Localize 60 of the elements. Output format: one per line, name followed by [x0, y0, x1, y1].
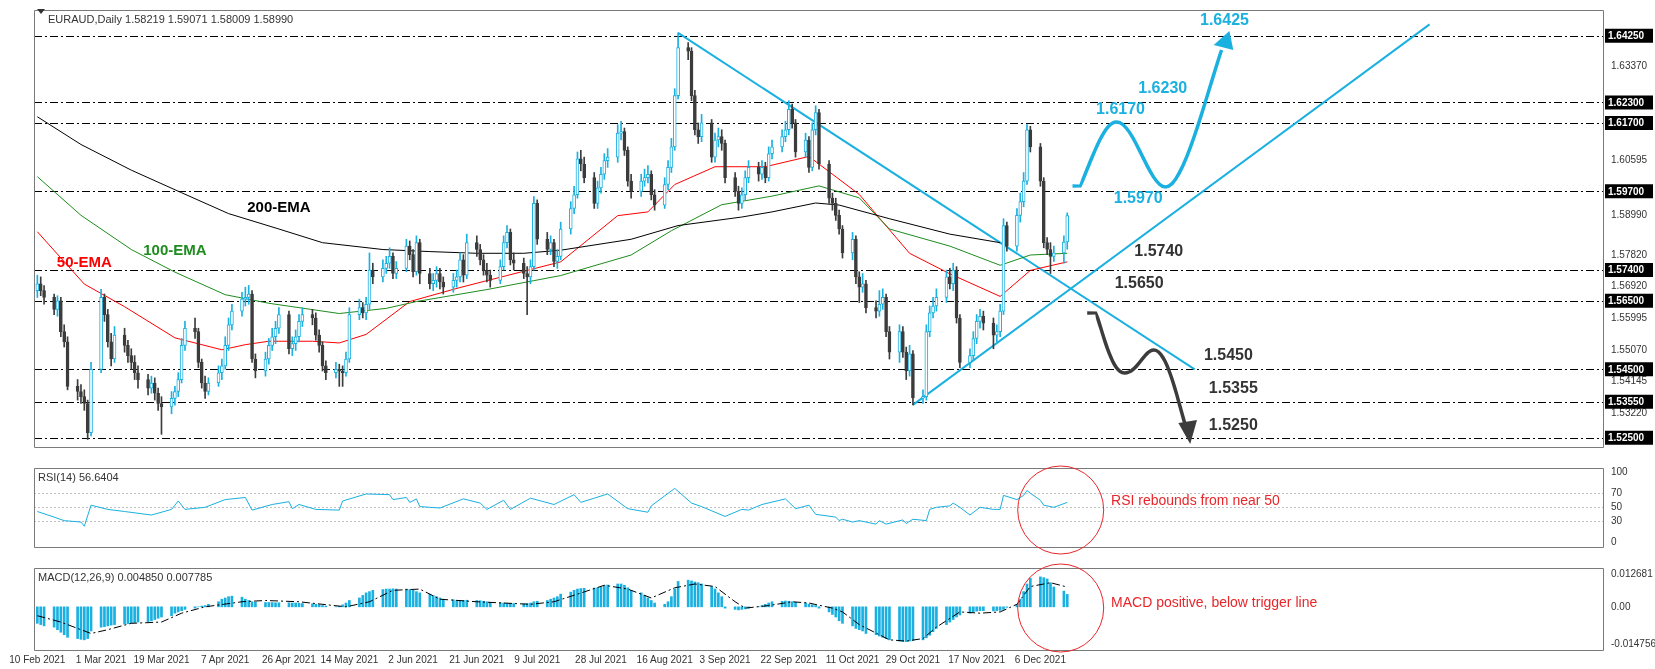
x-tick-label: 10 Feb 2021: [9, 653, 66, 665]
x-tick-label: 2 Jun 2021: [388, 653, 439, 665]
y-tick-label: 1.54145: [1611, 375, 1648, 387]
y-tick-label: 0: [1611, 536, 1617, 548]
annotation: MACD positive, below trigger line: [1111, 593, 1318, 610]
x-tick-label: 1 Mar 2021: [75, 653, 127, 665]
y-tick-label: 0.012681: [1611, 568, 1654, 580]
series-label: 100-EMA: [143, 240, 207, 258]
x-tick-label: 19 Mar 2021: [133, 653, 190, 665]
y-tick-label: 1.60595: [1611, 154, 1648, 166]
y-tick-label: -0.014756: [1611, 638, 1655, 650]
annotation: 1.5740: [1134, 242, 1184, 260]
x-tick-label: 21 Jun 2021: [449, 653, 505, 665]
y-tick-label: 50: [1611, 501, 1623, 513]
x-tick-label: 16 Aug 2021: [636, 653, 694, 665]
ref-line-label: 1.64250: [1608, 29, 1645, 41]
chart-title: MACD(12,26,9) 0.004850 0.007785: [38, 570, 213, 583]
x-tick-label: 28 Jul 2021: [575, 653, 628, 665]
x-tick-label: 3 Sep 2021: [699, 653, 752, 665]
x-tick-label: 22 Sep 2021: [760, 653, 818, 665]
annotation: 1.5650: [1114, 274, 1164, 292]
series-label: 50-EMA: [56, 252, 112, 270]
y-tick-label: 1.56920: [1611, 280, 1648, 292]
x-tick-label: 29 Oct 2021: [885, 653, 941, 665]
x-tick-label: 14 May 2021: [320, 653, 379, 665]
y-tick-label: 1.55070: [1611, 343, 1648, 355]
y-tick-label: 70: [1611, 487, 1623, 499]
x-tick-label: 11 Oct 2021: [825, 653, 880, 665]
ref-line-label: 1.54500: [1608, 363, 1645, 375]
y-tick-label: 0.00: [1611, 600, 1631, 612]
ref-line-label: 1.52500: [1608, 431, 1645, 443]
ref-line-label: 1.61700: [1608, 117, 1645, 129]
ref-line-label: 1.53550: [1608, 396, 1645, 408]
annotation: RSI rebounds from near 50: [1111, 492, 1281, 509]
annotation: 1.6170: [1096, 100, 1146, 118]
x-tick-label: 6 Dec 2021: [1014, 653, 1067, 665]
y-tick-label: 1.58990: [1611, 209, 1648, 221]
x-tick-label: 7 Apr 2021: [201, 653, 250, 665]
x-tick-label: 17 Nov 2021: [948, 653, 1006, 665]
annotation: 1.5355: [1208, 379, 1258, 397]
series-label: 200-EMA: [247, 197, 311, 215]
y-tick-label: 100: [1611, 465, 1629, 477]
ref-line-label: 1.57400: [1608, 264, 1645, 276]
annotation: 1.5970: [1113, 189, 1163, 207]
annotation: 1.5250: [1208, 416, 1258, 434]
y-tick-label: 1.63370: [1611, 59, 1648, 71]
y-tick-label: 1.55995: [1611, 311, 1648, 323]
annotation: 1.6425: [1200, 11, 1250, 29]
chart-title: EURAUD,Daily 1.58219 1.59071 1.58009 1.58990: [48, 12, 294, 25]
annotation: 1.6230: [1138, 79, 1188, 97]
annotation: 1.5450: [1203, 346, 1253, 364]
ref-line-label: 1.59700: [1608, 185, 1645, 197]
y-tick-label: 1.57820: [1611, 249, 1648, 261]
chart-title: RSI(14) 56.6404: [38, 470, 119, 483]
x-tick-label: 26 Apr 2021: [261, 653, 317, 665]
ref-line-label: 1.56500: [1608, 295, 1645, 307]
ref-line-label: 1.62300: [1608, 96, 1645, 108]
y-tick-label: 1.53220: [1611, 406, 1648, 418]
x-tick-label: 9 Jul 2021: [514, 653, 561, 665]
y-tick-label: 30: [1611, 515, 1623, 527]
